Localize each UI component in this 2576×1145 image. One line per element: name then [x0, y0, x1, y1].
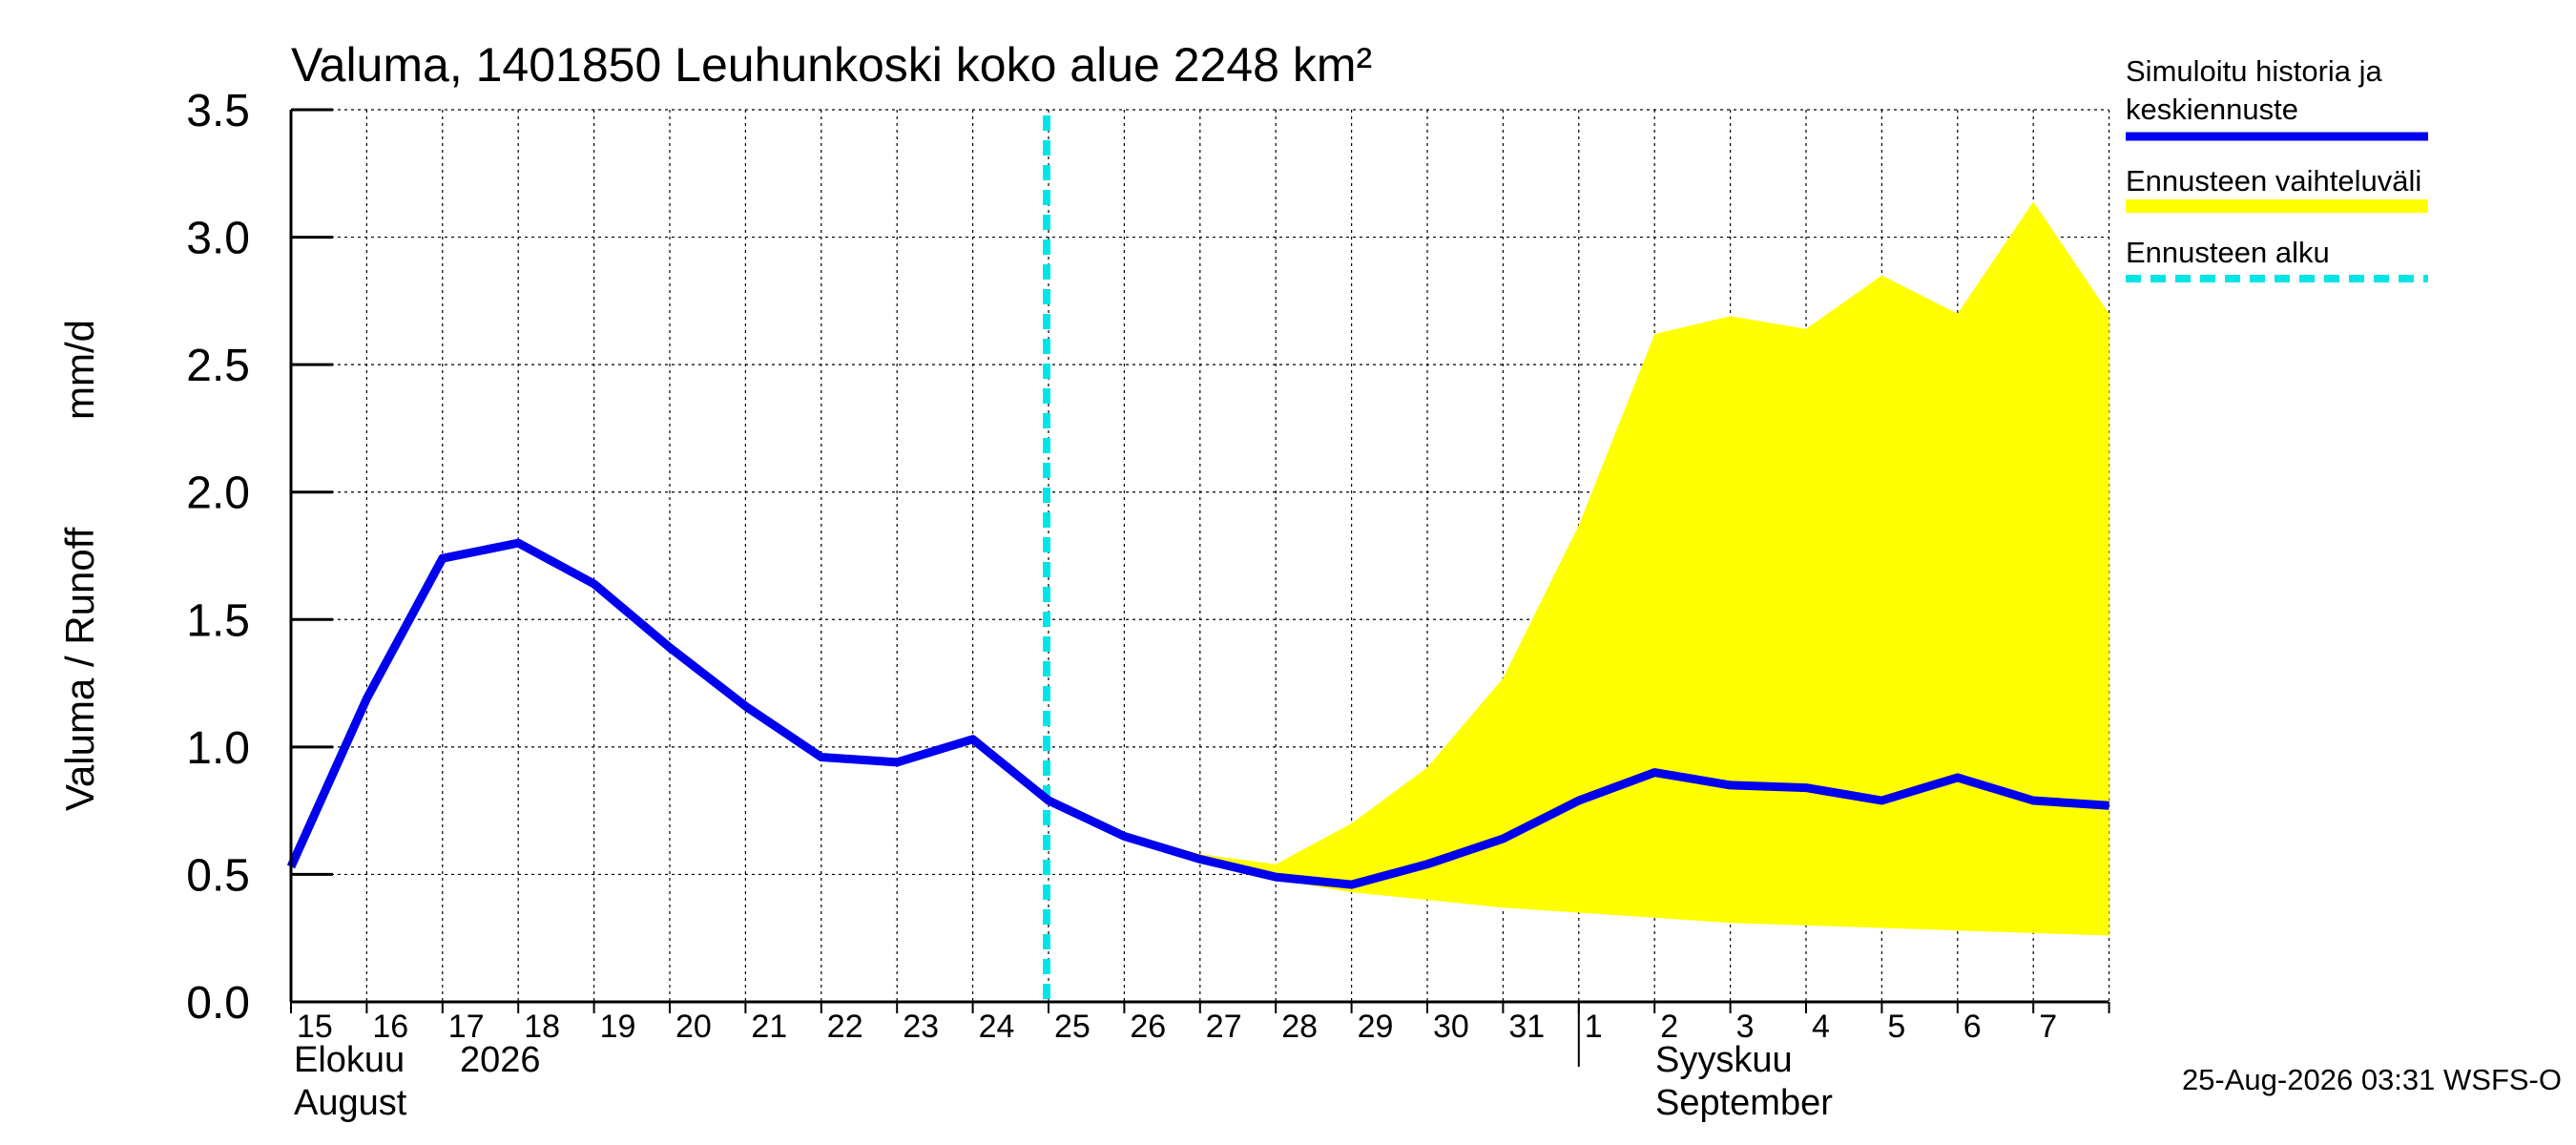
x-tick-label: 16 [372, 1009, 408, 1045]
legend-label-range: Ennusteen vaihteluväli [2126, 164, 2421, 198]
chart-title: Valuma, 1401850 Leuhunkoski koko alue 22… [291, 38, 1372, 92]
x-tick-label: 20 [675, 1009, 712, 1045]
x-tick-label: 3 [1736, 1009, 1755, 1045]
y-tick-label: 3.5 [186, 86, 250, 136]
month-label-sep-fi: Syyskuu [1655, 1040, 1793, 1080]
x-tick-labels: 15 16 17 18 19 20 21 22 23 24 25 26 27 28 29 30 31 1 2 3 4 5 6… [297, 1009, 2057, 1045]
x-tick-label: 28 [1281, 1009, 1318, 1045]
x-tick-label: 7 [2039, 1009, 2057, 1045]
month-label-sep-en: September [1655, 1083, 1833, 1123]
x-tick-label: 26 [1130, 1009, 1166, 1045]
y-tick-label: 2.0 [186, 468, 250, 519]
x-tick-label: 19 [600, 1009, 636, 1045]
x-tick-label: 4 [1812, 1009, 1830, 1045]
x-tick-label: 18 [524, 1009, 560, 1045]
y-axis-unit: mm/d [57, 320, 102, 420]
x-tick-label: 6 [1963, 1009, 1982, 1045]
y-axis-label: Valuma / Runoff [57, 527, 102, 811]
legend-label-sim-line2: keskiennuste [2126, 93, 2298, 126]
x-tick-label: 31 [1508, 1009, 1545, 1045]
legend-label-sim-line1: Simuloitu historia ja [2126, 54, 2383, 88]
x-tick-label: 17 [448, 1009, 485, 1045]
forecast-range-band [1049, 201, 2109, 936]
x-tick-label: 5 [1887, 1009, 1905, 1045]
y-tick-label: 0.0 [186, 978, 250, 1029]
axes [289, 108, 2110, 1067]
x-tick-label: 22 [827, 1009, 863, 1045]
x-tick-label: 15 [297, 1009, 333, 1045]
x-tick-label: 23 [903, 1009, 939, 1045]
month-label-aug-en: August [294, 1083, 407, 1123]
x-tick-label: 2 [1660, 1009, 1678, 1045]
y-tick-label: 3.0 [186, 214, 250, 264]
x-tick-label: 29 [1358, 1009, 1394, 1045]
simulated-runoff-line [286, 538, 2109, 889]
y-tick-label: 1.5 [186, 595, 250, 646]
series-layer [286, 538, 2109, 889]
legend-label-start: Ennusteen alku [2126, 236, 2330, 269]
x-tick-label: 30 [1433, 1009, 1469, 1045]
y-tick-label: 0.5 [186, 850, 250, 901]
forecast-range-area [1049, 201, 2109, 936]
y-tick-label: 2.5 [186, 341, 250, 391]
x-tick-label: 24 [979, 1009, 1015, 1045]
y-tick-labels: 0.0 0.5 1.0 1.5 2.0 2.5 3.0 3.5 [186, 86, 250, 1029]
y-tick-label: 1.0 [186, 723, 250, 774]
x-tick-label: 25 [1054, 1009, 1091, 1045]
x-tick-label: 21 [751, 1009, 787, 1045]
month-label-aug-fi: Elokuu [294, 1040, 405, 1080]
x-tick-label: 1 [1585, 1009, 1603, 1045]
footer-timestamp: 25-Aug-2026 03:31 WSFS-O [2182, 1063, 2562, 1096]
month-label-year: 2026 [460, 1040, 541, 1080]
legend: Simuloitu historia ja keskiennuste Ennus… [2126, 54, 2428, 282]
x-tick-label: 27 [1206, 1009, 1242, 1045]
